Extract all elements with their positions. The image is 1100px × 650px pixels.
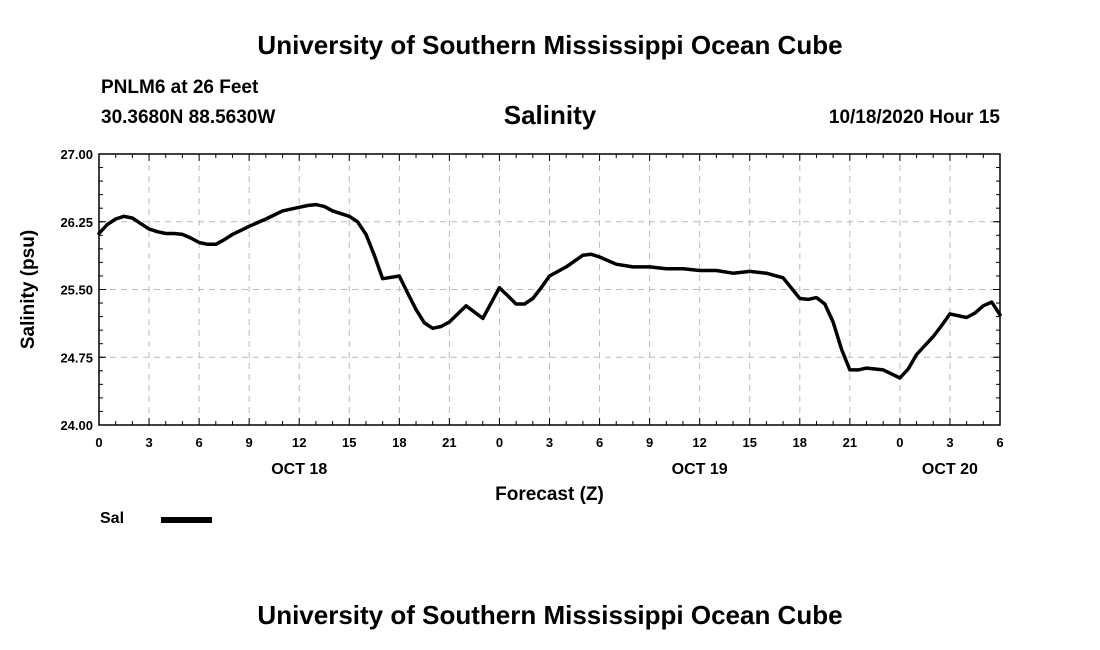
forecast-datetime: 10/18/2020 Hour 15 xyxy=(828,107,1000,128)
x-tick-label: 21 xyxy=(843,435,857,450)
date-label: OCT 19 xyxy=(672,461,728,478)
x-tick-label: 0 xyxy=(95,435,102,450)
axis-labels: 0 3 6 9 12 15 18 21 0 3 6 9 12 15 18 21 0 3 6 24.00 24.75 25.… xyxy=(60,147,1003,478)
y-tick-label: 27.00 xyxy=(60,147,93,162)
station-label: PNLM6 at 26 Feet xyxy=(101,77,259,98)
y-tick-label: 24.75 xyxy=(60,350,93,365)
x-tick-label: 6 xyxy=(596,435,603,450)
y-tick-label: 25.50 xyxy=(60,283,93,298)
variable-title: Salinity xyxy=(503,100,597,130)
x-tick-label: 0 xyxy=(896,435,903,450)
x-axis-title: Forecast (Z) xyxy=(495,484,604,505)
coordinates-label: 30.3680N 88.5630W xyxy=(101,107,276,128)
legend-label: Sal xyxy=(100,510,125,527)
x-tick-label: 18 xyxy=(793,435,807,450)
plot-frame xyxy=(98,153,1001,426)
x-tick-label: 3 xyxy=(145,435,152,450)
x-tick-label: 18 xyxy=(392,435,406,450)
x-tick-label: 3 xyxy=(546,435,553,450)
date-label: OCT 20 xyxy=(922,461,978,478)
x-tick-label: 15 xyxy=(342,435,356,450)
chart-title: University of Southern Mississippi Ocean… xyxy=(257,30,843,60)
y-tick-label: 24.00 xyxy=(60,418,93,433)
date-label: OCT 18 xyxy=(271,461,327,478)
x-tick-label: 9 xyxy=(246,435,253,450)
x-tick-label: 9 xyxy=(646,435,653,450)
x-tick-label: 15 xyxy=(742,435,756,450)
x-tick-label: 12 xyxy=(692,435,706,450)
legend-line-swatch xyxy=(161,517,212,523)
y-tick-label: 26.25 xyxy=(60,215,93,230)
series-layer xyxy=(97,202,1002,380)
x-tick-label: 21 xyxy=(442,435,456,450)
grid-lines xyxy=(99,154,1000,425)
x-tick-label: 12 xyxy=(292,435,306,450)
x-tick-label: 0 xyxy=(496,435,503,450)
footer-title: University of Southern Mississippi Ocean… xyxy=(257,600,843,630)
x-tick-label: 6 xyxy=(996,435,1003,450)
x-tick-label: 3 xyxy=(946,435,953,450)
series-line-sal xyxy=(97,202,1002,380)
x-tick-label: 6 xyxy=(195,435,202,450)
y-axis-title: Salinity (psu) xyxy=(18,230,39,349)
